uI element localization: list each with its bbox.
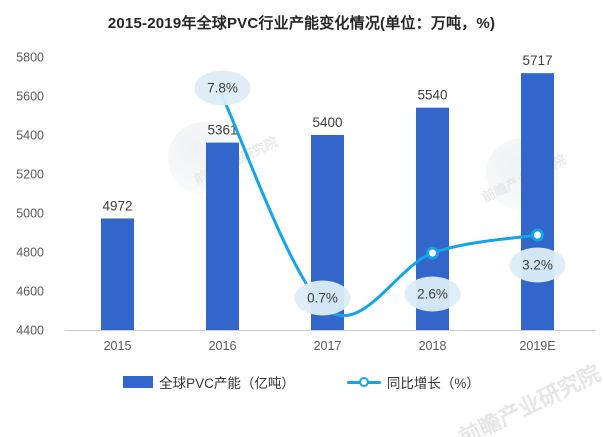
growth-value-label: 7.8%: [207, 81, 238, 96]
growth-bubble-2016: [194, 70, 251, 106]
bar-value-label: 5400: [312, 115, 342, 130]
bar-value-label: 5361: [207, 123, 237, 138]
bar-value-label: 5717: [522, 53, 552, 68]
growth-line: [221, 95, 539, 318]
legend-label-capacity: 全球PVC产能（亿吨）: [159, 376, 295, 391]
x-axis-label: 2015: [104, 339, 132, 353]
y-axis-tick: 5800: [16, 51, 44, 65]
x-axis-label: 2016: [209, 339, 237, 353]
y-axis-tick: 4600: [16, 285, 44, 299]
line-marker-2019E: [531, 228, 544, 242]
line-series-swatch-icon: [346, 376, 381, 388]
bar-2019E: [521, 73, 554, 330]
bar-value-label: 4972: [102, 198, 132, 213]
growth-bubble-2017: [294, 280, 351, 316]
growth-value-label: 2.6%: [417, 287, 448, 302]
legend-item-capacity[interactable]: 全球PVC产能（亿吨）: [123, 372, 295, 392]
chart-title: 2015-2019年全球PVC行业产能变化情况(单位：万吨，%): [107, 15, 496, 32]
bar-2016: [206, 142, 239, 330]
legend-label-growth: 同比增长（%）: [386, 376, 480, 391]
bar-2015: [101, 218, 134, 330]
bar-value-label: 5540: [417, 88, 447, 103]
y-axis-tick: 5600: [16, 90, 44, 104]
line-marker-2018: [426, 246, 439, 260]
y-axis-tick: 5200: [16, 168, 44, 182]
x-axis-label: 2017: [314, 339, 342, 353]
growth-value-label: 0.7%: [307, 291, 338, 306]
growth-bubble-2019E: [509, 247, 566, 283]
growth-value-label: 3.2%: [522, 258, 553, 273]
x-axis-label: 2018: [419, 339, 447, 353]
legend: 全球PVC产能（亿吨） 同比增长（%）: [0, 372, 603, 392]
legend-item-growth[interactable]: 同比增长（%）: [346, 372, 480, 392]
growth-bubble-2018: [404, 276, 461, 312]
y-axis-tick: 4800: [16, 246, 44, 260]
bar-series-swatch-icon: [123, 376, 154, 388]
x-axis-label: 2019E: [519, 339, 555, 353]
y-axis-tick: 4400: [16, 324, 44, 338]
y-axis-tick: 5400: [16, 129, 44, 143]
y-axis-tick: 5000: [16, 207, 44, 221]
